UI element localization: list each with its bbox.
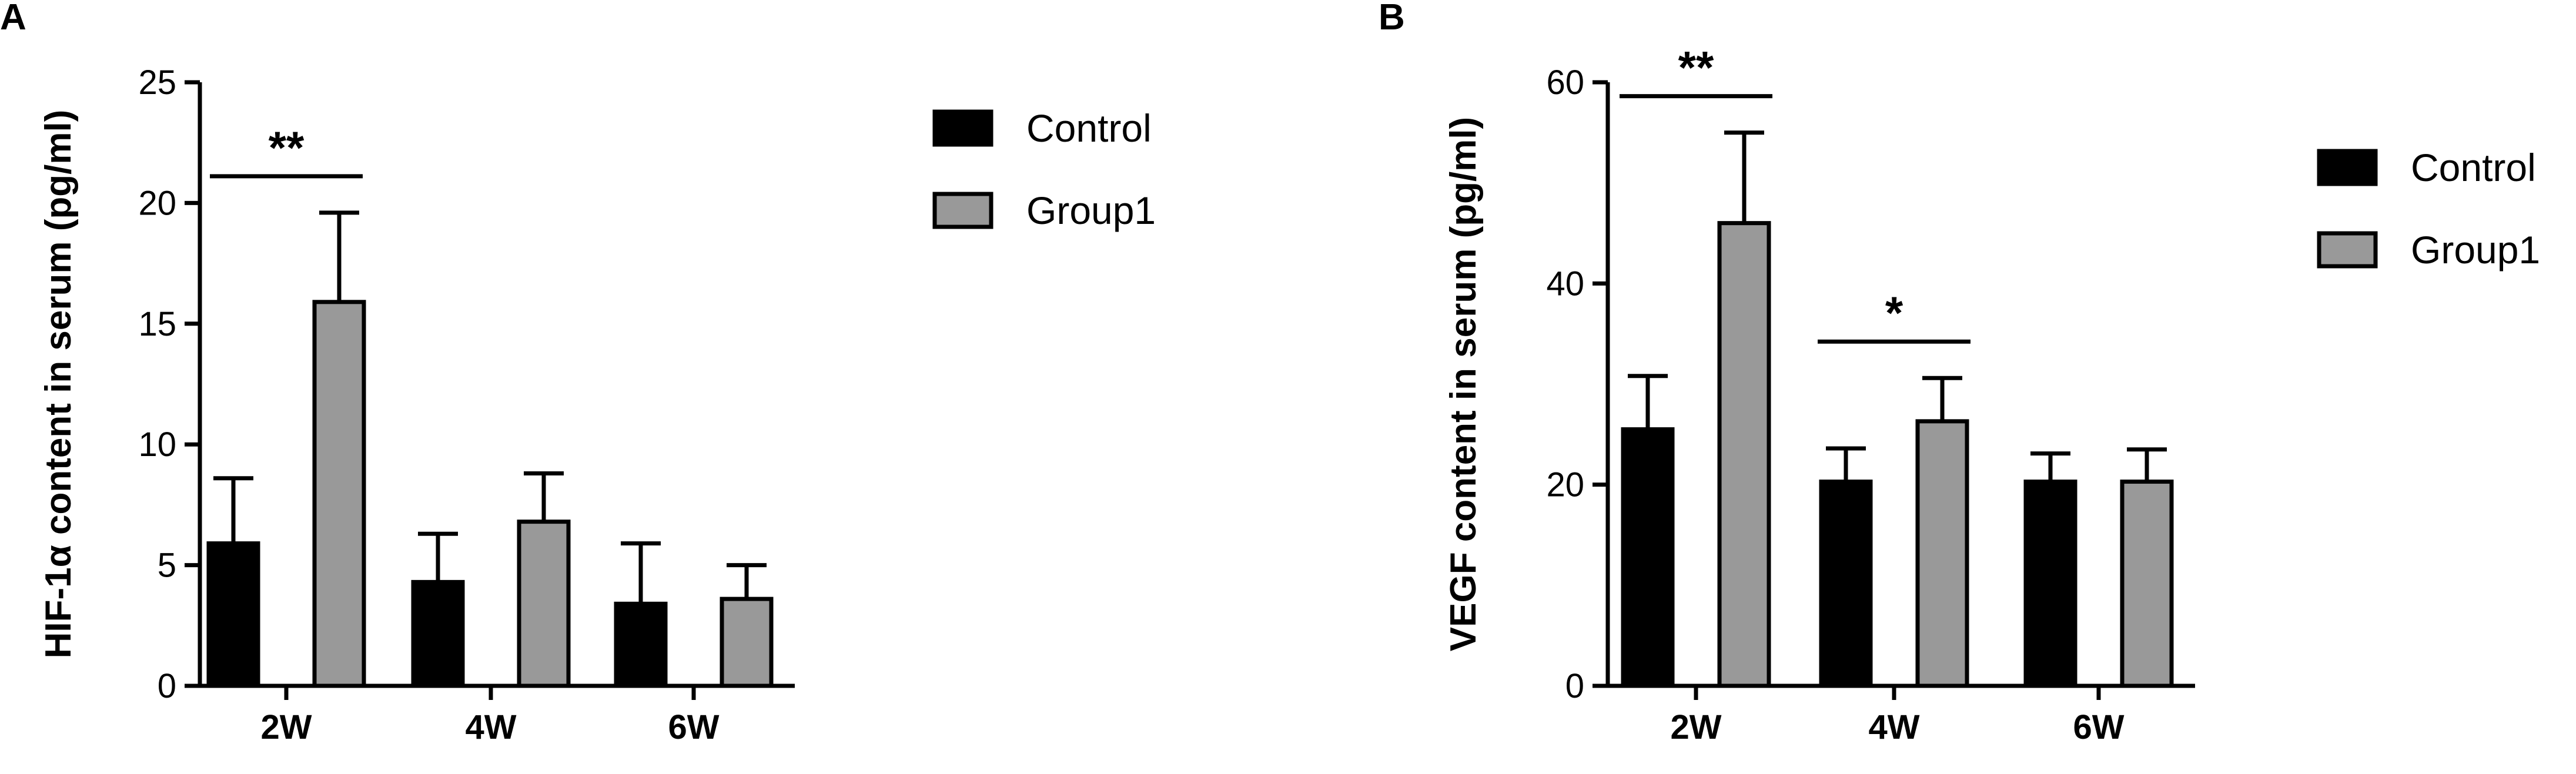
panel-letter: A (0, 0, 26, 38)
y-tick-label: 25 (138, 63, 176, 102)
y-tick-label: 40 (1546, 264, 1584, 303)
y-tick-label: 0 (1565, 667, 1584, 705)
x-tick-label: 6W (668, 708, 720, 746)
legend-swatch-group1 (932, 192, 993, 229)
legend-label-control: Control (1026, 106, 1152, 150)
legend: Control Group1 (932, 106, 1156, 232)
panel-letter: B (1379, 0, 1405, 38)
y-tick-label: 10 (138, 425, 176, 464)
legend-swatch-control (2317, 149, 2378, 186)
significance-label: * (1885, 287, 1903, 339)
legend: Control Group1 (2317, 146, 2540, 272)
y-axis-label: HIF-1α content in serum (pg/ml) (38, 110, 79, 659)
y-tick-label: 0 (158, 667, 176, 705)
legend-swatch-control (932, 109, 993, 147)
y-tick-label: 60 (1546, 63, 1584, 102)
x-tick-label: 4W (1869, 708, 1920, 746)
bar-control-2w (1621, 427, 1675, 688)
significance-label: ** (1678, 42, 1714, 93)
bar-group1-6w (720, 597, 774, 688)
y-tick-label: 5 (158, 547, 176, 585)
bar-control-4w (411, 579, 465, 688)
bar-group1-2w (1717, 221, 1771, 688)
legend-label-group1: Group1 (2411, 228, 2540, 272)
x-tick-label: 4W (466, 708, 517, 746)
x-tick-label: 2W (1671, 708, 1722, 746)
legend-swatch-group1 (2317, 231, 2378, 269)
y-tick-label: 15 (138, 305, 176, 343)
significance-label: ** (269, 122, 305, 173)
y-tick-label: 20 (1546, 466, 1584, 504)
x-tick-label: 2W (261, 708, 312, 746)
bar-control-6w (614, 601, 668, 688)
bar-group1-2w (312, 300, 366, 688)
x-tick-label: 6W (2073, 708, 2125, 746)
legend-label-control: Control (2411, 146, 2536, 189)
legend-label-group1: Group1 (1026, 189, 1156, 232)
bar-group1-4w (1915, 419, 1969, 688)
y-tick-label: 20 (138, 184, 176, 222)
chart-panel-b: B VEGF content in serum (pg/ml) 0 20 40 60 2W 4… (1379, 0, 2540, 746)
bar-control-2w (206, 541, 260, 688)
chart-panel-a: A HIF-1α content in serum (pg/ml) 0 5 10 15 20… (0, 0, 1156, 746)
bar-control-4w (1819, 480, 1873, 688)
y-axis-label: VEGF content in serum (pg/ml) (1443, 117, 1484, 651)
bar-control-6w (2023, 480, 2077, 688)
bar-group1-6w (2120, 480, 2174, 688)
bar-group1-4w (517, 520, 571, 688)
